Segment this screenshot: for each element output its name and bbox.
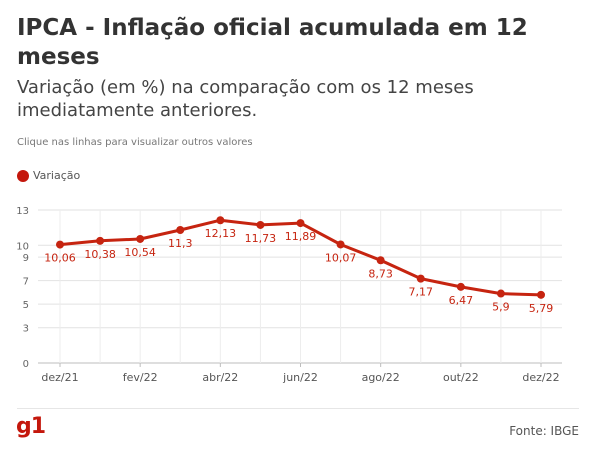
interaction-hint: Clique nas linhas para visualizar outros… [17, 137, 253, 148]
data-label: 10,07 [325, 251, 357, 264]
chart-title: IPCA - Inflação oficial acumulada em 12 … [17, 15, 528, 70]
data-point[interactable] [416, 274, 425, 283]
chart-subtitle: Variação (em %) na comparação com os 12 … [17, 77, 474, 121]
source-note: Fonte: IBGE [509, 424, 579, 438]
x-tick-label: ago/22 [362, 371, 400, 384]
x-tick-label: dez/21 [41, 371, 78, 384]
data-label: 12,13 [205, 227, 237, 240]
x-tick-label: jun/22 [282, 371, 318, 384]
data-point[interactable] [537, 290, 545, 299]
x-tick-label: fev/22 [123, 371, 158, 384]
y-tick-label: 13 [16, 206, 29, 217]
y-tick-label: 3 [23, 324, 29, 335]
legend-marker [17, 169, 29, 182]
data-label: 11,73 [245, 232, 277, 245]
footer-divider [17, 408, 579, 409]
data-point[interactable] [336, 240, 345, 249]
data-label: 5,9 [492, 301, 510, 314]
data-label: 5,79 [529, 302, 554, 315]
legend-item-variacao[interactable]: Variação [17, 169, 80, 182]
data-point[interactable] [136, 234, 145, 243]
data-point[interactable] [256, 220, 265, 229]
data-point[interactable] [296, 219, 305, 228]
data-label: 10,54 [124, 246, 156, 259]
data-label: 6,47 [449, 294, 474, 307]
data-point[interactable] [376, 256, 385, 265]
x-tick-label: abr/22 [202, 371, 238, 384]
data-label: 11,89 [285, 230, 317, 243]
data-point[interactable] [216, 216, 225, 225]
data-label: 10,06 [44, 252, 76, 265]
data-point[interactable] [176, 226, 185, 235]
x-tick-label: dez/22 [522, 371, 559, 384]
data-label: 10,38 [84, 248, 116, 261]
g1-logo: g1 [16, 414, 46, 439]
data-label: 8,73 [368, 267, 393, 280]
legend-label: Variação [33, 169, 81, 182]
data-point[interactable] [496, 289, 505, 298]
data-point[interactable] [456, 282, 465, 291]
y-tick-label: 10 [16, 241, 29, 252]
data-point[interactable] [96, 236, 105, 245]
y-tick-label: 0 [23, 359, 29, 370]
data-label: 7,17 [409, 286, 434, 299]
data-label: 11,3 [168, 237, 193, 250]
data-point[interactable] [56, 240, 64, 249]
y-tick-label: 5 [23, 300, 29, 311]
x-tick-label: out/22 [443, 371, 479, 384]
y-tick-label: 9 [23, 253, 29, 264]
y-tick-label: 7 [23, 277, 29, 288]
